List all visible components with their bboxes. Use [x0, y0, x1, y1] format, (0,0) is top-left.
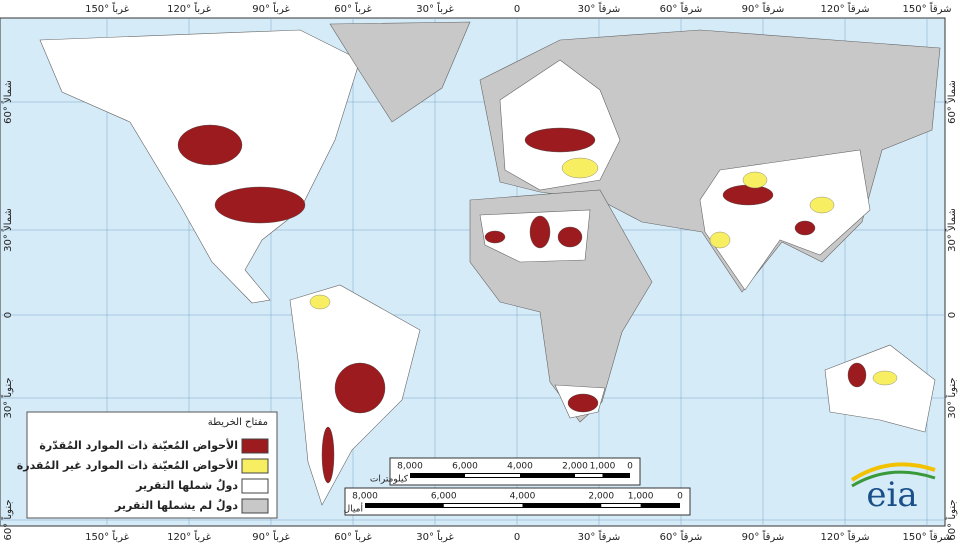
scale-tick-label: 0	[627, 462, 633, 472]
scale-tick-label: 4,000	[507, 462, 533, 472]
basins	[177, 124, 898, 484]
basin	[794, 220, 816, 236]
longitude-label: 30° شرقاً	[578, 529, 621, 543]
europe	[499, 59, 621, 191]
longitude-label: 60° غرباً	[334, 1, 371, 15]
legend-swatch	[241, 498, 269, 514]
basin	[809, 196, 835, 214]
longitude-label: 90° شرقاً	[742, 1, 785, 15]
scale-tick-label: 1,000	[628, 492, 654, 502]
basin	[484, 230, 506, 244]
legend-label: دولٌ شملها التقرير	[135, 479, 238, 492]
longitude-label: 0	[514, 532, 520, 543]
legend-title: مفتاح الخريطة	[208, 417, 268, 428]
longitude-label: 30° غرباً	[416, 529, 453, 543]
latitude-label: 60° جنوباً	[0, 499, 14, 540]
legend-label: الأحواض المُعيّنة ذات الموارد المُقدّرة	[39, 438, 238, 452]
longitude-label: 30° غرباً	[416, 1, 453, 15]
basin	[742, 171, 768, 189]
longitude-label: 120° غرباً	[167, 529, 211, 543]
scale-tick-label: 1,000	[590, 462, 616, 472]
basin	[321, 426, 335, 484]
latitude-label: 0	[3, 312, 14, 318]
scale-box	[389, 457, 641, 486]
latitude-label: 30° جنوباً	[0, 377, 14, 418]
longitude-label: 150° غرباً	[85, 529, 129, 543]
longitude-label: 60° شرقاً	[660, 529, 703, 543]
basin	[567, 393, 599, 413]
basin	[214, 186, 306, 224]
longitude-label: 60° شرقاً	[660, 1, 703, 15]
latitude-label: 60° شمالاً	[1, 80, 14, 124]
basin	[847, 362, 867, 388]
logo-swoosh	[851, 470, 936, 488]
scale-tick-label: 2,000	[588, 492, 614, 502]
longitude-label: 0	[514, 4, 520, 15]
basin	[334, 362, 386, 414]
longitude-label: 150° شرقاً	[903, 529, 952, 543]
latitude-label: 30° شمالاً	[945, 208, 958, 252]
scale-box	[344, 487, 691, 516]
legend-items: الأحواض المُعيّنة ذات الموارد المُقدّرة ا…	[17, 438, 269, 514]
logo-swoosh	[850, 462, 936, 482]
latitude-label: 30° شمالاً	[1, 208, 14, 252]
basin	[524, 127, 596, 153]
north-america	[39, 29, 361, 304]
latitude-label: 60° شمالاً	[945, 80, 958, 124]
scale-segment	[601, 504, 641, 507]
basin	[872, 370, 898, 386]
basin	[557, 226, 583, 248]
longitude-label: 60° غرباً	[334, 529, 371, 543]
longitude-label: 90° غرباً	[252, 1, 289, 15]
basin	[709, 231, 731, 249]
basin	[309, 294, 331, 310]
scale-tick-label: 8,000	[352, 492, 378, 502]
greenland	[329, 21, 471, 123]
scale-segment	[443, 504, 523, 507]
longitude-label: 120° شرقاً	[821, 529, 870, 543]
scale-tick-label: 4,000	[510, 492, 536, 502]
legend-swatch	[241, 438, 269, 454]
latitude-label: 30° جنوباً	[944, 377, 958, 418]
china-india	[699, 149, 871, 291]
legend-box	[26, 411, 278, 519]
longitude-label: 30° شرقاً	[578, 1, 621, 15]
longitude-label: 90° شرقاً	[742, 529, 785, 543]
legend-label: الأحواض المُعيّنة ذات الموارد غير المُقد…	[17, 458, 238, 472]
legend-swatch	[241, 458, 269, 474]
scale-unit: أميال	[344, 503, 363, 515]
scale-unit: كيلومترات	[370, 475, 409, 485]
basin	[177, 124, 243, 166]
logo: eia	[866, 475, 917, 515]
scale-tick-label: 0	[677, 492, 683, 502]
latitude-label: 0	[947, 312, 958, 318]
scale-segment	[465, 474, 520, 477]
scale-bars: 8,000 6,000 4,000 2,000 1,000 0كيلومترات8,000…	[344, 457, 691, 516]
longitude-label: 120° شرقاً	[821, 1, 870, 15]
longitude-label: 90° غرباً	[252, 529, 289, 543]
scale-tick-label: 8,000	[397, 462, 423, 472]
basin	[561, 157, 599, 179]
scale-tick-label: 6,000	[452, 462, 478, 472]
scale-tick-label: 6,000	[431, 492, 457, 502]
latitude-label: 60° جنوباً	[944, 499, 958, 540]
longitude-label: 150° شرقاً	[903, 1, 952, 15]
basin	[529, 215, 551, 249]
longitude-label: 120° غرباً	[167, 1, 211, 15]
legend-swatch	[241, 478, 269, 494]
longitude-label: 150° غرباً	[85, 1, 129, 15]
legend-label: دولٌ لم يشملها التقرير	[114, 499, 238, 512]
scale-tick-label: 2,000	[562, 462, 588, 472]
scale-segment	[575, 474, 603, 477]
basin	[722, 184, 774, 206]
